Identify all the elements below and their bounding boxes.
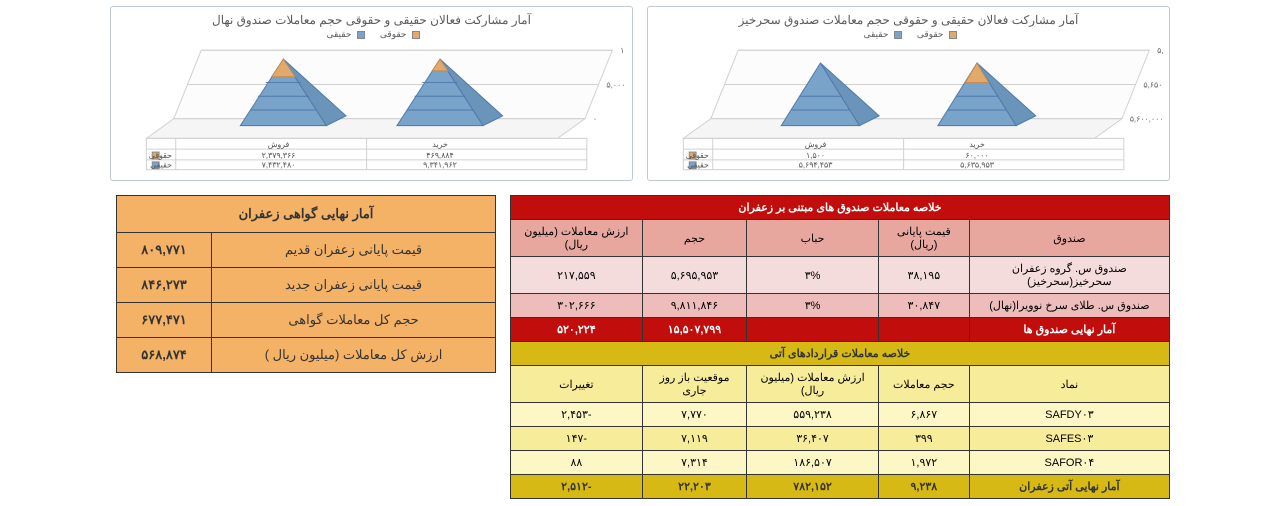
svg-text:حقوقی: حقوقی <box>686 151 709 160</box>
svg-text:فروش: فروش <box>268 140 290 149</box>
svg-text:حقیقی: حقیقی <box>687 161 709 170</box>
svg-text:۰: ۰ <box>593 115 597 124</box>
svg-text:۵,۰۰۰,۰۰۰: ۵,۰۰۰,۰۰۰ <box>606 80 626 89</box>
chart-title: آمار مشارکت فعالان حقیقی و حقوقی حجم معا… <box>117 13 626 27</box>
svg-text:۵,۶۳۵,۹۵۳: ۵,۶۳۵,۹۵۳ <box>960 161 995 170</box>
svg-text:۵,۶۹۴,۴۵۳: ۵,۶۹۴,۴۵۳ <box>799 161 834 170</box>
svg-text:۱۰,۰۰۰,۰۰۰: ۱۰,۰۰۰,۰۰۰ <box>620 46 626 55</box>
svg-text:۱,۵۰۰: ۱,۵۰۰ <box>806 151 825 160</box>
chart-nahal: آمار مشارکت فعالان حقیقی و حقوقی حجم معا… <box>110 6 633 181</box>
chart-plot: ۵,۷۰۰,۰۰۰ ۵,۶۵۰,۰۰۰ ۵,۶۰۰,۰۰۰ <box>654 44 1163 174</box>
svg-text:۵,۶۵۰,۰۰۰: ۵,۶۵۰,۰۰۰ <box>1143 80 1163 89</box>
chart-legend: حقوقی حقیقی <box>654 29 1163 40</box>
svg-text:۶۰,۰۰۰: ۶۰,۰۰۰ <box>965 151 988 160</box>
chart-title: آمار مشارکت فعالان حقیقی و حقوقی حجم معا… <box>654 13 1163 27</box>
saffron-final-stats: آمار نهایی گواهی زعفران قیمت پایانی زعفر… <box>116 195 496 373</box>
svg-text:۵,۷۰۰,۰۰۰: ۵,۷۰۰,۰۰۰ <box>1157 46 1163 55</box>
svg-text:حقیقی: حقیقی <box>150 161 172 170</box>
svg-text:۵,۶۰۰,۰۰۰: ۵,۶۰۰,۰۰۰ <box>1130 115 1163 124</box>
chart-saharkhiz: آمار مشارکت فعالان حقیقی و حقوقی حجم معا… <box>647 6 1170 181</box>
chart-legend: حقوقی حقیقی <box>117 29 626 40</box>
svg-text:حقوقی: حقوقی <box>149 151 172 160</box>
orange-title: آمار نهایی گواهی زعفران <box>117 196 496 233</box>
svg-text:خرید: خرید <box>969 140 985 149</box>
svg-text:۹,۳۴۱,۹۶۲: ۹,۳۴۱,۹۶۲ <box>423 161 457 170</box>
chart-plot: ۱۰,۰۰۰,۰۰۰ ۵,۰۰۰,۰۰۰ ۰ <box>117 44 626 174</box>
section1-title: خلاصه معاملات صندوق های مبتنی بر زعفران <box>511 196 1170 220</box>
svg-text:۴۶۹,۸۸۴: ۴۶۹,۸۸۴ <box>426 151 453 160</box>
svg-text:خرید: خرید <box>432 140 448 149</box>
svg-text:فروش: فروش <box>805 140 827 149</box>
svg-text:۲,۳۷۹,۳۶۶: ۲,۳۷۹,۳۶۶ <box>262 151 296 160</box>
summary-tables: خلاصه معاملات صندوق های مبتنی بر زعفران … <box>510 195 1170 499</box>
svg-text:۷,۴۳۲,۴۸۰: ۷,۴۳۲,۴۸۰ <box>262 161 296 170</box>
section2-title: خلاصه معاملات قراردادهای آتی <box>511 342 1170 366</box>
